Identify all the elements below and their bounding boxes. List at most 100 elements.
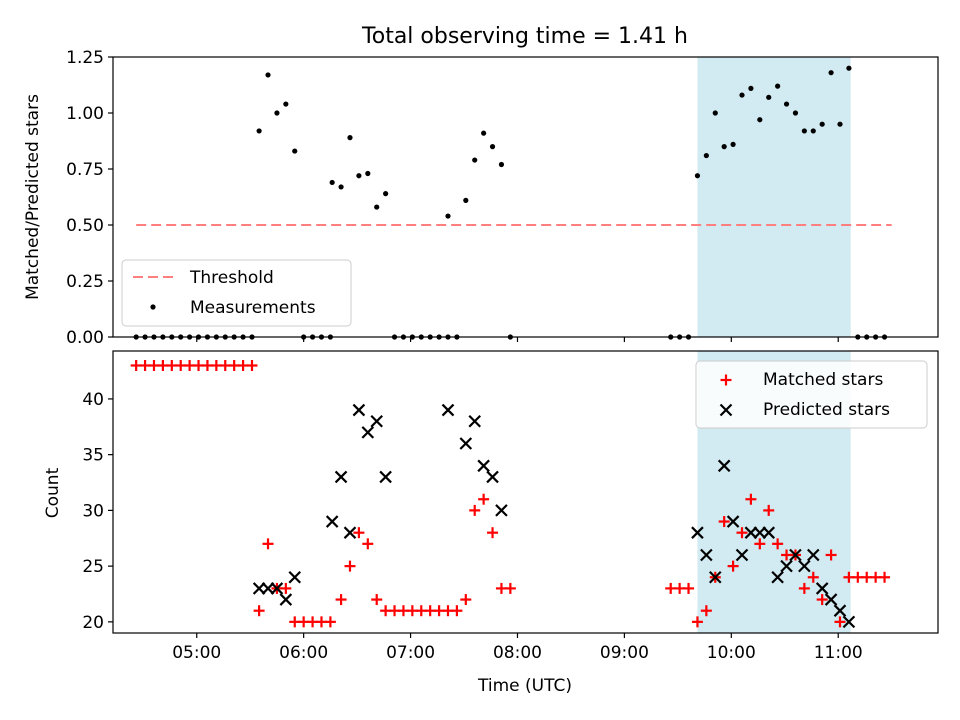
predicted-point	[744, 526, 758, 539]
matched-point	[691, 616, 703, 628]
matched-point	[353, 527, 365, 539]
x-tick-label: 11:00	[814, 643, 863, 663]
measurement-point	[472, 157, 478, 163]
measurement-point	[292, 148, 298, 154]
matched-point	[718, 516, 730, 528]
predicted-point	[343, 526, 357, 539]
matched-point	[253, 605, 265, 617]
measurement-point	[828, 70, 834, 76]
matched-point	[362, 538, 374, 550]
matched-point	[478, 493, 490, 505]
matched-point	[798, 582, 810, 594]
predicted-point	[441, 403, 455, 417]
measurement-point	[819, 121, 825, 127]
matched-point	[262, 538, 274, 550]
predicted-point	[762, 526, 776, 539]
bottom-points	[130, 359, 891, 629]
measurement-point	[730, 141, 736, 147]
top-y-tick-label: 0.00	[66, 328, 104, 348]
bottom-legend-box	[695, 360, 928, 429]
measurement-point	[265, 72, 271, 78]
measurement-point	[347, 135, 353, 141]
top-plot-frame	[112, 56, 939, 338]
x-tick-label: 10:00	[707, 643, 756, 663]
predicted-point	[833, 604, 847, 617]
bottom-legend: Matched stars Predicted stars	[695, 360, 928, 429]
measurement-point	[837, 121, 843, 127]
measurement-point	[694, 173, 701, 179]
predicted-point	[379, 470, 392, 484]
measurement-point	[775, 83, 781, 89]
measurement-point	[274, 110, 280, 116]
predicted-point	[700, 548, 713, 562]
measurement-point	[256, 128, 262, 134]
matched-point	[280, 582, 292, 594]
x-tick-label: 05:00	[172, 643, 221, 663]
x-axis-label: Time (UTC)	[477, 676, 572, 696]
matched-point	[879, 571, 891, 583]
predicted-point	[334, 470, 348, 484]
predicted-point	[726, 515, 740, 528]
top-y-tick-label: 0.25	[66, 272, 104, 292]
measurement-point	[739, 92, 745, 98]
legend-matched-marker	[720, 374, 732, 386]
bottom-y-axis-label: Count	[43, 467, 63, 518]
measurement-point	[356, 173, 362, 179]
legend-predicted-marker	[719, 403, 733, 417]
matched-point	[772, 538, 784, 550]
matched-point	[763, 504, 775, 516]
matched-point	[807, 571, 819, 583]
matched-point	[246, 359, 258, 371]
predicted-point	[361, 426, 375, 439]
measurement-point	[383, 191, 389, 197]
top-highlight-span	[697, 57, 851, 337]
matched-point	[825, 549, 837, 561]
measurement-point	[810, 128, 816, 134]
bottom-y-tick-label: 25	[82, 557, 104, 577]
bottom-y-tick-label: 40	[82, 390, 104, 410]
matched-point	[736, 527, 748, 539]
matched-point	[816, 594, 828, 606]
legend-predicted-label: Predicted stars	[763, 400, 890, 420]
predicted-point	[798, 559, 811, 573]
measurement-point	[338, 184, 344, 190]
predicted-point	[815, 582, 829, 595]
predicted-point	[252, 582, 266, 595]
measurement-point	[481, 130, 487, 136]
bottom-x-ticks: 05:00 06:00 07:00 08:00 09:00 10:00 11:00	[172, 633, 863, 663]
bottom-y-tick-label: 30	[82, 501, 104, 521]
measurement-point	[757, 117, 763, 123]
matched-point	[344, 560, 356, 572]
measurement-point	[703, 152, 709, 159]
top-y-ticks: 0.00 0.25 0.50 0.75 1.00 1.25	[66, 48, 113, 348]
top-panel: 0.00 0.25 0.50 0.75 1.00 1.25 Matched/Predict…	[23, 48, 939, 348]
top-legend: Threshold Measurements	[121, 259, 352, 327]
bottom-y-tick-label: 35	[82, 446, 104, 466]
matched-point	[727, 560, 739, 572]
matched-point	[460, 594, 472, 606]
matched-point	[745, 493, 757, 505]
predicted-point	[789, 548, 802, 562]
predicted-point	[486, 470, 499, 484]
x-tick-label: 08:00	[493, 643, 542, 663]
x-tick-label: 06:00	[279, 643, 328, 663]
matched-point	[451, 605, 463, 617]
chart-title: Total observing time = 1.41 h	[361, 24, 688, 49]
legend-measurements-swatch	[150, 304, 156, 310]
matched-point	[324, 616, 336, 628]
measurement-point	[801, 128, 807, 134]
top-y-tick-label: 1.25	[66, 48, 104, 68]
predicted-point	[477, 459, 490, 473]
legend-predicted-swatch	[719, 403, 733, 417]
measurement-point	[783, 101, 790, 107]
legend-threshold-label: Threshold	[189, 268, 274, 288]
x-tick-label: 09:00	[600, 643, 649, 663]
predicted-point	[771, 570, 784, 584]
measurement-point	[329, 179, 335, 186]
measurement-point	[445, 213, 451, 219]
predicted-point	[753, 526, 767, 539]
matched-point	[834, 616, 846, 628]
predicted-point	[270, 582, 284, 595]
matched-point	[683, 582, 695, 594]
